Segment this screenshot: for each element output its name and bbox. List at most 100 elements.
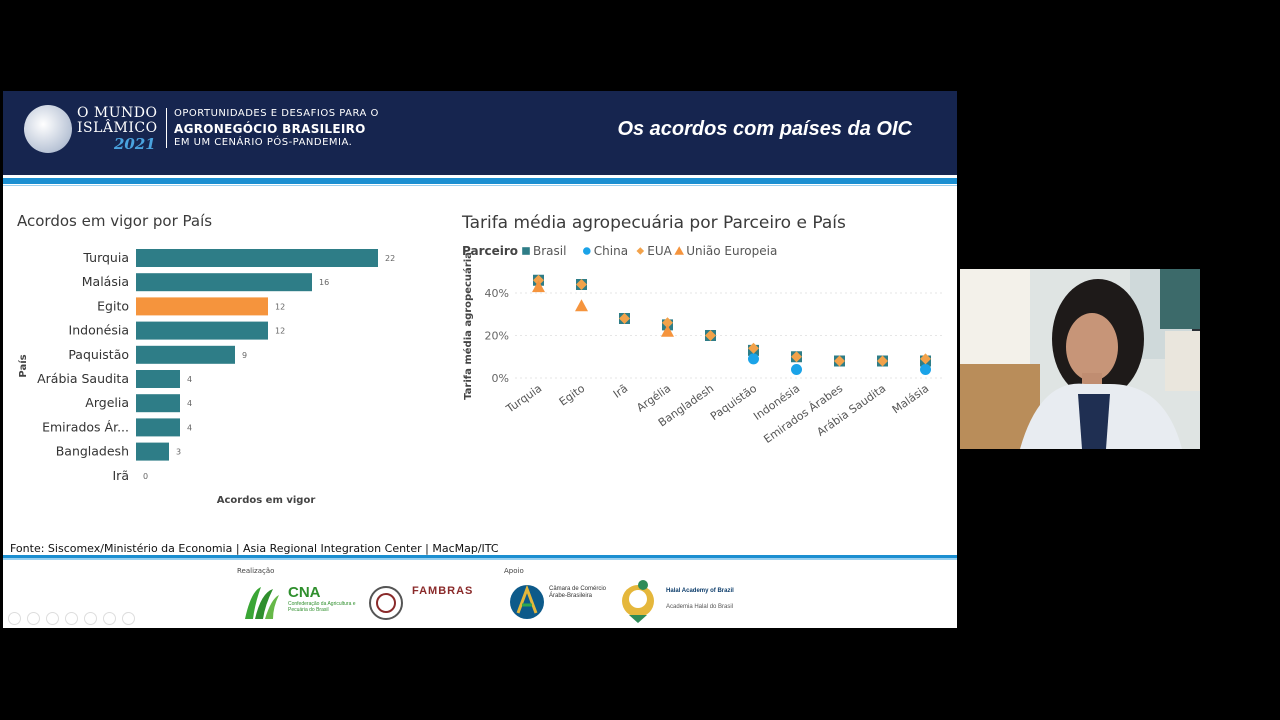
bar-value-label: 16 — [319, 278, 329, 287]
x-tick-label: Paquistão — [708, 382, 759, 423]
bar-value-label: 0 — [143, 472, 148, 481]
halal-academy-name: Halal Academy of Brazil — [666, 588, 734, 594]
bar-value-label: 4 — [187, 423, 192, 432]
legend-label: União Europeia — [686, 244, 777, 258]
slide-pen-icon[interactable] — [46, 612, 59, 625]
x-tick-label: Egito — [557, 382, 588, 409]
brand-line1: O MUNDO — [77, 105, 158, 121]
point-eua-4 — [705, 330, 716, 341]
point-eua-1 — [576, 279, 587, 290]
slide-screen-icon[interactable] — [103, 612, 116, 625]
footer-stripe-light — [3, 558, 957, 560]
scatter-chart: Parceiro Brasil China EUA União Europeia 0% 20… — [462, 244, 945, 446]
legend-label: China — [594, 244, 628, 258]
bar-2 — [136, 297, 268, 316]
presentation-slide: O MUNDO ISLÂMICO 2021 OPORTUNIDADES E DE… — [3, 91, 957, 628]
footer-stripe — [3, 555, 957, 558]
slide-grid-icon[interactable] — [65, 612, 78, 625]
header-stripe — [3, 178, 957, 184]
point-china-5 — [748, 353, 759, 365]
bar-7 — [136, 418, 180, 437]
y-tick-label: 20% — [485, 330, 509, 343]
tagline-line1: OPORTUNIDADES E DESAFIOS PARA O — [174, 108, 379, 119]
tagline-line2: AGRONEGÓCIO BRASILEIRO — [174, 122, 366, 136]
bar-value-label: 3 — [176, 448, 181, 457]
legend-marker-2 — [636, 247, 645, 255]
slide-zoom-icon[interactable] — [84, 612, 97, 625]
bar-5 — [136, 370, 180, 388]
legend-label: EUA — [647, 244, 672, 258]
y-tick-label: 0% — [492, 372, 509, 385]
bar-category-label: Irã — [113, 468, 130, 483]
x-tick-label: Malásia — [890, 382, 932, 416]
point-eua-6 — [791, 351, 802, 363]
bar-4 — [136, 345, 235, 364]
point-eua-8 — [877, 355, 888, 367]
bar-y-axis-label: País — [17, 354, 29, 377]
bar-value-label: 12 — [275, 327, 285, 336]
cna-subtitle: Confederação da Agricultura e Pecuária d… — [288, 601, 356, 613]
bar-3 — [136, 321, 268, 340]
fambras-name: FAMBRAS — [412, 585, 474, 597]
legend-marker-0 — [522, 247, 530, 255]
cna-name: CNA — [288, 584, 321, 601]
slide-header: O MUNDO ISLÂMICO 2021 OPORTUNIDADES E DE… — [3, 91, 957, 175]
halal-academy-subtitle: Academia Halal do Brasil — [666, 604, 734, 610]
point-união-europeia-0 — [532, 280, 545, 293]
x-tick-label: Emirados Árabes — [761, 382, 845, 446]
bar-category-label: Paquistão — [68, 347, 129, 362]
header-stripe-light — [3, 185, 957, 186]
bar-value-label: 22 — [385, 254, 395, 263]
slide-more-icon[interactable] — [122, 612, 135, 625]
y-tick-label: 40% — [485, 287, 509, 300]
bar-1 — [136, 273, 312, 292]
tagline-line3: EM UM CENÁRIO PÓS-PANDEMIA. — [174, 137, 353, 148]
bar-category-label: Turquia — [82, 250, 129, 265]
point-eua-2 — [619, 313, 630, 324]
point-união-europeia-3 — [661, 324, 674, 337]
point-eua-3 — [662, 317, 673, 329]
bar-x-axis-label: Acordos em vigor — [217, 495, 316, 506]
bar-value-label: 9 — [242, 351, 247, 360]
bar-category-label: Bangladesh — [56, 444, 129, 459]
scatter-legend: Parceiro Brasil China EUA União Europeia — [462, 244, 777, 258]
apoio-label: Apoio — [504, 567, 524, 575]
slide-nav-next-icon[interactable] — [27, 612, 40, 625]
globe-logo-icon — [24, 105, 72, 153]
bar-value-label: 4 — [187, 399, 192, 408]
bar-category-label: Arábia Saudita — [37, 371, 129, 386]
camara-name: Câmara de Comércio Árabe-Brasileira — [549, 586, 607, 599]
bar-8 — [136, 442, 169, 461]
slide-nav-prev-icon[interactable] — [8, 612, 21, 625]
point-eua-7 — [834, 355, 845, 367]
bar-category-label: Egito — [97, 298, 129, 313]
bar-0 — [136, 249, 378, 267]
fambras-seal-icon — [369, 586, 403, 620]
legend-marker-1 — [583, 247, 591, 255]
realizacao-label: Realização — [237, 567, 275, 575]
bar-value-label: 4 — [187, 375, 192, 384]
bar-6 — [136, 394, 180, 413]
bar-category-label: Malásia — [82, 274, 129, 289]
scatter-y-axis-label: Tarifa média agropecuária — [462, 252, 474, 400]
point-china-6 — [791, 364, 802, 375]
x-tick-label: Irã — [611, 382, 630, 401]
legend-title: Parceiro — [462, 244, 518, 258]
scatter-chart-title: Tarifa média agropecuária por Parceiro e… — [462, 213, 846, 233]
legend-label: Brasil — [533, 244, 566, 258]
slide-title: Os acordos com países da OIC — [617, 118, 912, 140]
halal-academy-logo-icon — [622, 580, 654, 623]
point-eua-9 — [920, 353, 931, 365]
brand-line2: ISLÂMICO — [77, 120, 158, 136]
presenter-video-frame — [960, 269, 1200, 449]
point-união-europeia-1 — [575, 299, 588, 312]
bar-category-label: Argelia — [85, 395, 129, 410]
presenter-webcam-video — [960, 269, 1200, 449]
bar-value-label: 12 — [275, 302, 285, 311]
brand-name: O MUNDO ISLÂMICO — [77, 106, 158, 136]
bar-category-label: Indonésia — [69, 323, 129, 338]
point-china-9 — [920, 364, 931, 375]
legend-marker-3 — [674, 246, 684, 255]
bar-chart-title: Acordos em vigor por País — [17, 212, 213, 230]
cna-logo-icon — [245, 587, 279, 619]
